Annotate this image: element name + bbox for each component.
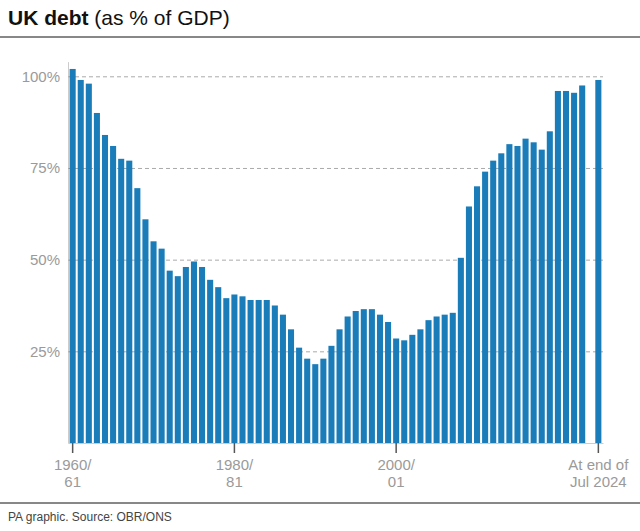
bar (175, 276, 181, 443)
bar (78, 80, 84, 443)
title-rule (0, 37, 640, 38)
bar (361, 309, 367, 443)
bar (377, 315, 383, 443)
bar (555, 91, 561, 443)
bar (595, 80, 601, 443)
bar (280, 315, 286, 443)
title: UK debt (as % of GDP) (8, 6, 230, 29)
bar (498, 153, 504, 443)
bar (167, 271, 173, 443)
x-tick-label: 2000/01 (377, 456, 415, 490)
bar (409, 335, 415, 443)
bar (345, 316, 351, 443)
bar (482, 172, 488, 443)
x-tick-label: At end ofJul 2024 (568, 456, 629, 490)
source: PA graphic. Source: OBR/ONS (8, 510, 172, 524)
y-axis-line (68, 62, 69, 443)
bar (248, 300, 254, 443)
x-tick-mark (395, 443, 397, 453)
bar (531, 142, 537, 443)
x-tick-mark (234, 443, 236, 453)
x-tick: 1980/81 (216, 443, 254, 490)
bar (563, 91, 569, 443)
bar (442, 315, 448, 443)
bar (474, 186, 480, 443)
footer-rule (0, 503, 640, 504)
x-tick-label: 1980/81 (216, 456, 254, 490)
bar (337, 329, 343, 443)
bar (417, 329, 423, 443)
bar (118, 159, 124, 443)
bar (547, 131, 553, 443)
bar (150, 241, 156, 443)
bar (506, 144, 512, 443)
x-tick: 1960/61 (54, 443, 92, 490)
x-axis: 1960/61 1980/81 2000/01 At end ofJul 2024 (54, 443, 629, 490)
x-tick: At end ofJul 2024 (568, 443, 629, 490)
bar (514, 146, 520, 443)
bar (523, 139, 529, 443)
x-tick-mark (598, 443, 600, 453)
bar (231, 294, 237, 443)
bar (296, 348, 302, 443)
x-axis-line (69, 443, 604, 444)
y-axis: 25% 50% 75% 100% (22, 62, 603, 443)
bar (191, 261, 197, 443)
y-tick-label: 25% (30, 343, 60, 360)
bar (353, 311, 359, 443)
bar (102, 135, 108, 443)
bar (490, 161, 496, 443)
bar (401, 340, 407, 443)
bar (256, 300, 262, 443)
bar (126, 161, 132, 443)
bar (264, 300, 270, 443)
bar (466, 206, 472, 443)
bar (458, 258, 464, 443)
y-tick: 100% (22, 68, 603, 85)
bar (142, 219, 148, 443)
y-tick-label: 75% (30, 159, 60, 176)
bar (328, 346, 334, 443)
bar (183, 267, 189, 443)
chart: UK debt (as % of GDP) 25% 50% 75% 100% 1960/6… (0, 0, 640, 531)
bar (223, 298, 229, 443)
bar (110, 146, 116, 443)
x-tick: 2000/01 (377, 443, 415, 490)
bar (207, 280, 213, 443)
x-tick-label: 1960/61 (54, 456, 92, 490)
y-tick-label: 100% (22, 68, 60, 85)
bar (369, 309, 375, 443)
bar (134, 188, 140, 443)
bar (94, 113, 100, 443)
bar (239, 296, 245, 443)
bar (579, 85, 585, 443)
grid-line (68, 76, 603, 77)
bar (215, 287, 221, 443)
bar (312, 364, 318, 443)
bar (539, 150, 545, 443)
bar (304, 359, 310, 443)
bar (199, 267, 205, 443)
bar (571, 93, 577, 443)
bar (272, 305, 278, 443)
bar (393, 338, 399, 443)
bar (385, 322, 391, 443)
bar (159, 249, 165, 443)
bar (70, 69, 76, 443)
bar (288, 329, 294, 443)
bar (425, 320, 431, 443)
x-tick-mark (72, 443, 74, 453)
bars (70, 69, 602, 443)
bar (434, 316, 440, 443)
y-tick-label: 50% (30, 251, 60, 268)
bar (450, 313, 456, 443)
bar (320, 359, 326, 443)
bar (86, 84, 92, 443)
